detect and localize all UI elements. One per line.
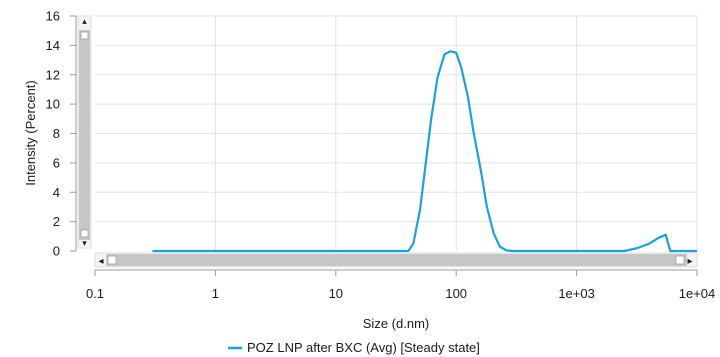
horizontal-scrollbar[interactable]: ◂ ▸ <box>94 252 698 268</box>
y-tick-label: 10 <box>46 97 60 112</box>
y-tick-label: 14 <box>46 38 60 53</box>
x-tick-label: 1e+03 <box>558 286 595 301</box>
x-tick-label: 0.1 <box>86 286 104 301</box>
x-tick-label: 1e+04 <box>679 286 716 301</box>
series-line <box>152 50 697 253</box>
axes: 0 2 4 6 8 10 12 14 16 0.1 1 10 100 1e+03 1e+04 <box>46 9 716 302</box>
horizontal-thumb-left-handle[interactable] <box>107 255 117 265</box>
vertical-scrollbar-thumb[interactable] <box>79 30 90 240</box>
scroll-down-arrow-icon[interactable]: ▾ <box>82 238 87 248</box>
legend-label: POZ LNP after BXC (Avg) [Steady state] <box>247 340 480 355</box>
vertical-thumb-bottom-handle[interactable] <box>80 229 89 238</box>
scroll-left-arrow-icon[interactable]: ◂ <box>98 256 103 267</box>
y-tick-label: 12 <box>46 67 60 82</box>
y-tick-label: 0 <box>53 244 60 259</box>
vertical-thumb-top-handle[interactable] <box>80 31 89 40</box>
y-tick-label: 4 <box>53 185 60 200</box>
scroll-right-arrow-icon[interactable]: ▸ <box>687 256 692 267</box>
x-tick-label: 10 <box>329 286 343 301</box>
y-tick-label: 16 <box>46 9 60 24</box>
x-tick-label: 1 <box>212 286 219 301</box>
vertical-scrollbar[interactable]: ▴ ▾ <box>77 15 92 249</box>
x-axis-label: Size (d.nm) <box>363 316 429 331</box>
y-tick-label: 6 <box>53 155 60 170</box>
gridlines <box>95 15 698 251</box>
horizontal-scrollbar-thumb[interactable] <box>106 254 687 266</box>
x-tick-label: 100 <box>445 286 467 301</box>
scroll-up-arrow-icon[interactable]: ▴ <box>82 16 87 26</box>
legend[interactable]: POZ LNP after BXC (Avg) [Steady state] <box>228 340 480 355</box>
y-tick-label: 8 <box>53 126 60 141</box>
y-tick-label: 2 <box>53 214 60 229</box>
y-axis-label: Intensity (Percent) <box>23 80 38 186</box>
horizontal-thumb-right-handle[interactable] <box>675 255 685 265</box>
series-layer <box>152 50 697 253</box>
